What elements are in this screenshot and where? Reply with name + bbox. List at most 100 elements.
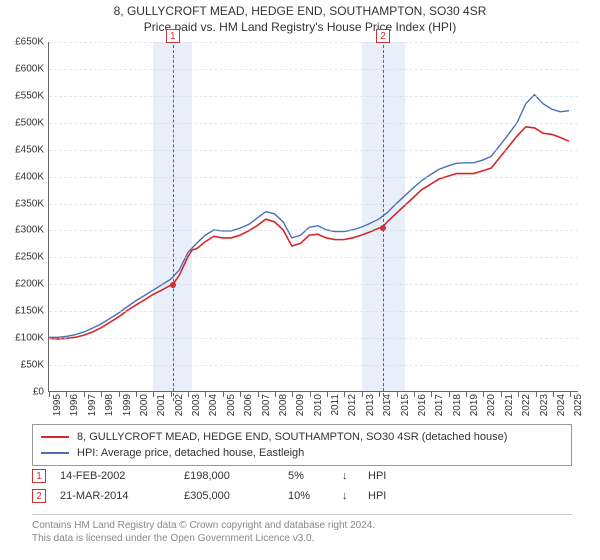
gridline-h xyxy=(49,96,578,97)
x-tick-label: 2024 xyxy=(556,394,567,416)
x-tick-label: 1996 xyxy=(69,394,80,416)
footnote-line-2: This data is licensed under the Open Gov… xyxy=(32,532,572,545)
transaction-delta: 5% xyxy=(288,470,328,482)
x-tick-label: 1999 xyxy=(122,394,133,416)
x-tick-mark xyxy=(153,392,154,397)
legend: 8, GULLYCROFT MEAD, HEDGE END, SOUTHAMPT… xyxy=(32,424,572,466)
x-tick-mark xyxy=(275,392,276,397)
x-tick-mark xyxy=(553,392,554,397)
transaction-vs: HPI xyxy=(368,490,408,502)
x-tick-mark xyxy=(536,392,537,397)
gridline-h xyxy=(49,257,578,258)
x-tick-mark xyxy=(240,392,241,397)
down-arrow-icon: ↓ xyxy=(342,470,354,482)
gridline-h xyxy=(49,69,578,70)
gridline-h xyxy=(49,204,578,205)
y-tick-label: £550K xyxy=(15,90,44,101)
gridline-h xyxy=(49,150,578,151)
transaction-price: £198,000 xyxy=(184,470,274,482)
legend-swatch xyxy=(41,452,69,454)
transaction-vs: HPI xyxy=(368,470,408,482)
x-tick-mark xyxy=(292,392,293,397)
x-tick-mark xyxy=(171,392,172,397)
legend-item: 8, GULLYCROFT MEAD, HEDGE END, SOUTHAMPT… xyxy=(41,429,563,445)
footnote: Contains HM Land Registry data © Crown c… xyxy=(32,514,572,545)
x-tick-label: 2012 xyxy=(347,394,358,416)
x-tick-mark xyxy=(344,392,345,397)
gridline-h xyxy=(49,311,578,312)
transaction-index: 2 xyxy=(32,489,46,503)
x-tick-label: 2013 xyxy=(365,394,376,416)
chart-title: 8, GULLYCROFT MEAD, HEDGE END, SOUTHAMPT… xyxy=(0,4,600,18)
transaction-index: 1 xyxy=(32,469,46,483)
x-tick-label: 2006 xyxy=(243,394,254,416)
y-tick-label: £500K xyxy=(15,117,44,128)
series-hpi xyxy=(49,95,569,338)
plot-region: 1995199619971998199920002001200220032004… xyxy=(48,42,578,392)
gridline-h xyxy=(49,230,578,231)
y-tick-label: £200K xyxy=(15,279,44,290)
x-tick-label: 2007 xyxy=(261,394,272,416)
x-tick-mark xyxy=(136,392,137,397)
x-tick-mark xyxy=(49,392,50,397)
sale-point xyxy=(170,282,176,288)
legend-item: HPI: Average price, detached house, East… xyxy=(41,445,563,461)
sale-point xyxy=(380,225,386,231)
chart-subtitle: Price paid vs. HM Land Registry's House … xyxy=(0,20,600,34)
footnote-line-1: Contains HM Land Registry data © Crown c… xyxy=(32,519,572,532)
x-tick-label: 2003 xyxy=(191,394,202,416)
x-tick-label: 2021 xyxy=(504,394,515,416)
x-tick-mark xyxy=(449,392,450,397)
x-tick-label: 2010 xyxy=(313,394,324,416)
x-tick-label: 2025 xyxy=(573,394,584,416)
chart-area: 1995199619971998199920002001200220032004… xyxy=(48,42,578,392)
x-tick-label: 2020 xyxy=(486,394,497,416)
y-tick-label: £250K xyxy=(15,252,44,263)
x-tick-label: 1998 xyxy=(104,394,115,416)
y-tick-label: £450K xyxy=(15,144,44,155)
x-tick-mark xyxy=(258,392,259,397)
x-tick-mark xyxy=(518,392,519,397)
y-tick-label: £50K xyxy=(21,360,44,371)
y-tick-label: £350K xyxy=(15,198,44,209)
x-tick-label: 2009 xyxy=(295,394,306,416)
x-tick-mark xyxy=(119,392,120,397)
transaction-row: 221-MAR-2014£305,00010%↓HPI xyxy=(32,486,572,506)
y-tick-label: £300K xyxy=(15,225,44,236)
x-tick-mark xyxy=(362,392,363,397)
x-tick-mark xyxy=(466,392,467,397)
y-tick-label: £150K xyxy=(15,306,44,317)
transaction-date: 21-MAR-2014 xyxy=(60,490,170,502)
x-tick-label: 2001 xyxy=(156,394,167,416)
transaction-delta: 10% xyxy=(288,490,328,502)
x-tick-label: 2018 xyxy=(452,394,463,416)
x-tick-mark xyxy=(101,392,102,397)
x-tick-label: 2023 xyxy=(539,394,550,416)
x-tick-label: 2022 xyxy=(521,394,532,416)
x-tick-label: 2000 xyxy=(139,394,150,416)
down-arrow-icon: ↓ xyxy=(342,490,354,502)
x-tick-mark xyxy=(483,392,484,397)
x-tick-label: 1997 xyxy=(87,394,98,416)
x-tick-mark xyxy=(414,392,415,397)
legend-label: 8, GULLYCROFT MEAD, HEDGE END, SOUTHAMPT… xyxy=(77,429,507,445)
x-tick-label: 1995 xyxy=(52,394,63,416)
x-tick-label: 2004 xyxy=(208,394,219,416)
transactions-table: 114-FEB-2002£198,0005%↓HPI221-MAR-2014£3… xyxy=(32,466,572,506)
sale-marker-line xyxy=(173,40,174,401)
x-tick-mark xyxy=(379,392,380,397)
x-tick-label: 2008 xyxy=(278,394,289,416)
x-tick-label: 2015 xyxy=(400,394,411,416)
x-tick-mark xyxy=(205,392,206,397)
y-tick-label: £0 xyxy=(33,387,44,398)
x-tick-mark xyxy=(84,392,85,397)
x-tick-label: 2019 xyxy=(469,394,480,416)
transaction-row: 1 14-FEB-2002 £198,000 5% ↓ HPI xyxy=(32,466,572,486)
x-tick-label: 2005 xyxy=(226,394,237,416)
x-tick-label: 2002 xyxy=(174,394,185,416)
transaction-date: 14-FEB-2002 xyxy=(60,470,170,482)
x-tick-label: 2011 xyxy=(330,394,341,416)
x-tick-mark xyxy=(327,392,328,397)
y-tick-label: £600K xyxy=(15,63,44,74)
x-tick-mark xyxy=(501,392,502,397)
